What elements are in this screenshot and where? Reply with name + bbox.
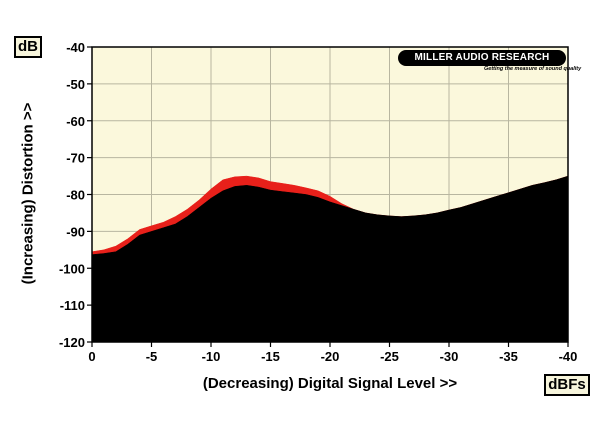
axis-ticks: 0 -5 -10 -15 -20 -25 -30 -35 -40 -40 -50 -60 -70 -80 -… — [59, 40, 577, 364]
x-tick-label: -40 — [559, 349, 578, 364]
brand-logo: MILLER AUDIO RESEARCH Getting the measur… — [398, 50, 581, 74]
y-tick-label: -50 — [66, 77, 85, 92]
y-tick-label: -110 — [60, 298, 85, 313]
y-tick-label: -120 — [59, 335, 85, 350]
y-tick-label: -100 — [59, 261, 85, 276]
x-axis-label: (Decreasing) Digital Signal Level >> — [202, 375, 458, 392]
x-tick-label: 0 — [88, 349, 95, 364]
x-tick-label: -5 — [146, 349, 158, 364]
y-tick-label: -80 — [66, 188, 85, 203]
logo-tagline: Getting the measure of sound quality — [484, 66, 582, 72]
y-tick-label: -70 — [66, 151, 85, 166]
x-unit-label: dBFs — [544, 374, 590, 396]
x-tick-label: -25 — [380, 349, 399, 364]
y-tick-label: -90 — [66, 224, 85, 239]
x-tick-label: -35 — [499, 349, 518, 364]
x-tick-label: -30 — [440, 349, 459, 364]
series-area-2 — [91, 175, 569, 343]
y-tick-label: -40 — [66, 40, 85, 55]
series-areas — [91, 175, 569, 343]
x-tick-label: -10 — [202, 349, 221, 364]
logo-name: MILLER AUDIO RESEARCH — [398, 50, 566, 66]
y-tick-label: -60 — [66, 114, 85, 129]
x-tick-label: -15 — [261, 349, 280, 364]
y-axis-label: (Increasing) Distortion >> — [19, 102, 37, 285]
y-unit-label: dB — [14, 36, 42, 58]
x-tick-label: -20 — [321, 349, 340, 364]
